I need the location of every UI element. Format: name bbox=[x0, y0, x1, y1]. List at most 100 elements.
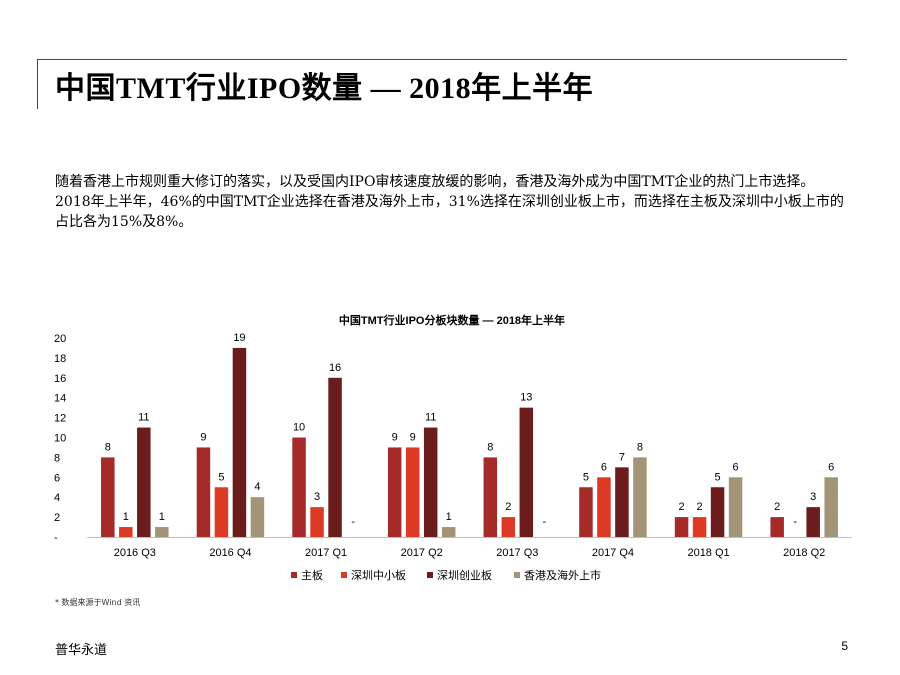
bar bbox=[579, 487, 593, 537]
bar bbox=[250, 497, 265, 537]
bar bbox=[806, 507, 820, 537]
chart-svg: 中国TMT行业IPO分板块数量 — 2018年上半年 -246810121416… bbox=[54, 313, 852, 582]
value-label: 3 bbox=[314, 491, 320, 503]
x-tick-label: 2017 Q3 bbox=[496, 547, 538, 559]
y-axis: - 2 4 6 8 10 12 14 16 18 20 bbox=[54, 333, 66, 544]
legend-swatch bbox=[291, 572, 297, 578]
bar bbox=[615, 467, 629, 537]
legend-swatch bbox=[427, 572, 433, 578]
y-tick-label: - bbox=[54, 532, 58, 544]
ipo-bar-chart: 中国TMT行业IPO分板块数量 — 2018年上半年 -2 4 6 8 10 12 14 16… bbox=[0, 300, 900, 600]
value-label: 6 bbox=[601, 461, 607, 473]
bar bbox=[597, 477, 611, 537]
value-label: 2 bbox=[774, 501, 780, 513]
value-label: 9 bbox=[200, 431, 206, 443]
value-label: 9 bbox=[410, 431, 416, 443]
value-label: 1 bbox=[159, 511, 165, 523]
bar bbox=[137, 427, 151, 537]
legend: 主板 深圳中小板 深圳创业板 香港及海外上市 bbox=[291, 568, 601, 582]
value-label: 2 bbox=[505, 501, 511, 513]
value-label: 8 bbox=[105, 441, 111, 453]
y-tick-label: 14 bbox=[54, 393, 66, 405]
bar bbox=[292, 437, 306, 537]
value-label: 1 bbox=[123, 511, 129, 523]
legend-label: 主板 bbox=[301, 568, 323, 582]
x-tick-label: 2017 Q2 bbox=[401, 547, 443, 559]
value-label: 11 bbox=[425, 412, 436, 424]
bar bbox=[423, 427, 438, 537]
x-axis: 2016 Q3 2016 Q4 2017 Q1 2017 Q2 2017 Q3 2017 … bbox=[87, 537, 852, 559]
missing-value-label: - bbox=[351, 516, 355, 528]
body-paragraph-2: 2018年上半年，46%的中国TMT企业选择在香港及海外上市，31%选择在深圳创… bbox=[55, 194, 844, 230]
bar bbox=[232, 347, 247, 537]
value-label: 4 bbox=[254, 481, 260, 493]
value-label: 5 bbox=[583, 471, 589, 483]
y-tick-label: 20 bbox=[54, 333, 66, 345]
footnote: * 数据来源于Wind 资讯 bbox=[55, 598, 141, 607]
value-label: 8 bbox=[637, 441, 643, 453]
bar bbox=[214, 487, 229, 537]
bar bbox=[387, 447, 402, 537]
legend-swatch bbox=[341, 572, 347, 578]
chart-title: 中国TMT行业IPO分板块数量 — 2018年上半年 bbox=[339, 313, 565, 327]
bar bbox=[310, 507, 324, 537]
bar bbox=[155, 527, 169, 537]
value-label: 9 bbox=[392, 431, 398, 443]
value-label: 5 bbox=[715, 471, 721, 483]
x-tick-label: 2016 Q3 bbox=[114, 547, 156, 559]
x-tick-label: 2016 Q4 bbox=[209, 547, 251, 559]
value-label: 2 bbox=[697, 501, 703, 513]
value-label: 10 bbox=[293, 422, 305, 434]
value-label: 8 bbox=[487, 441, 493, 453]
x-tick-label: 2017 Q1 bbox=[305, 547, 347, 559]
y-tick-label: 6 bbox=[54, 472, 60, 484]
body-text: 随着香港上市规则重大修订的落实，以及受国内IPO审核速度放缓的影响，香港及海外成… bbox=[55, 172, 855, 232]
value-label: 6 bbox=[828, 461, 834, 473]
bar bbox=[770, 517, 784, 537]
page-title: 中国TMT行业IPO数量 — 2018年上半年 bbox=[55, 72, 594, 105]
bar bbox=[728, 477, 743, 537]
bar bbox=[710, 487, 725, 537]
y-tick-label: 10 bbox=[54, 433, 66, 445]
value-label: 1 bbox=[446, 511, 452, 523]
bar bbox=[196, 447, 211, 537]
value-label: 6 bbox=[733, 461, 739, 473]
bar bbox=[441, 527, 456, 537]
value-label: 13 bbox=[520, 392, 532, 404]
value-label: 5 bbox=[218, 471, 224, 483]
bar bbox=[328, 377, 342, 537]
value-label: 3 bbox=[810, 491, 816, 503]
value-label: 2 bbox=[679, 501, 685, 513]
top-rule-left bbox=[37, 59, 38, 109]
value-label: 11 bbox=[138, 412, 149, 424]
y-tick-label: 12 bbox=[54, 413, 66, 425]
bar bbox=[119, 527, 133, 537]
y-tick-label: 4 bbox=[54, 492, 60, 504]
bar bbox=[633, 457, 647, 537]
y-tick-label: 18 bbox=[54, 353, 66, 365]
value-label: 19 bbox=[233, 332, 245, 344]
bar bbox=[483, 457, 498, 537]
legend-swatch bbox=[514, 572, 520, 578]
bar bbox=[405, 447, 420, 537]
value-label: 16 bbox=[329, 362, 341, 374]
bar bbox=[824, 477, 838, 537]
bar bbox=[692, 517, 707, 537]
y-tick-label: 8 bbox=[54, 452, 60, 464]
body-paragraph-1: 随着香港上市规则重大修订的落实，以及受国内IPO审核速度放缓的影响，香港及海外成… bbox=[55, 174, 815, 190]
value-label: 7 bbox=[619, 451, 625, 463]
legend-label: 深圳中小板 bbox=[351, 568, 406, 582]
missing-value-label: - bbox=[793, 516, 797, 528]
y-tick-label: 2 bbox=[54, 512, 60, 524]
missing-value-label: - bbox=[542, 516, 546, 528]
legend-label: 深圳创业板 bbox=[437, 568, 492, 582]
x-tick-label: 2017 Q4 bbox=[592, 547, 634, 559]
bar bbox=[101, 457, 115, 537]
bar bbox=[674, 517, 689, 537]
brand-name: 普华永道 bbox=[55, 643, 108, 658]
top-rule bbox=[37, 59, 847, 60]
bar bbox=[519, 407, 534, 537]
page-number: 5 bbox=[841, 639, 848, 653]
x-tick-label: 2018 Q2 bbox=[783, 547, 825, 559]
